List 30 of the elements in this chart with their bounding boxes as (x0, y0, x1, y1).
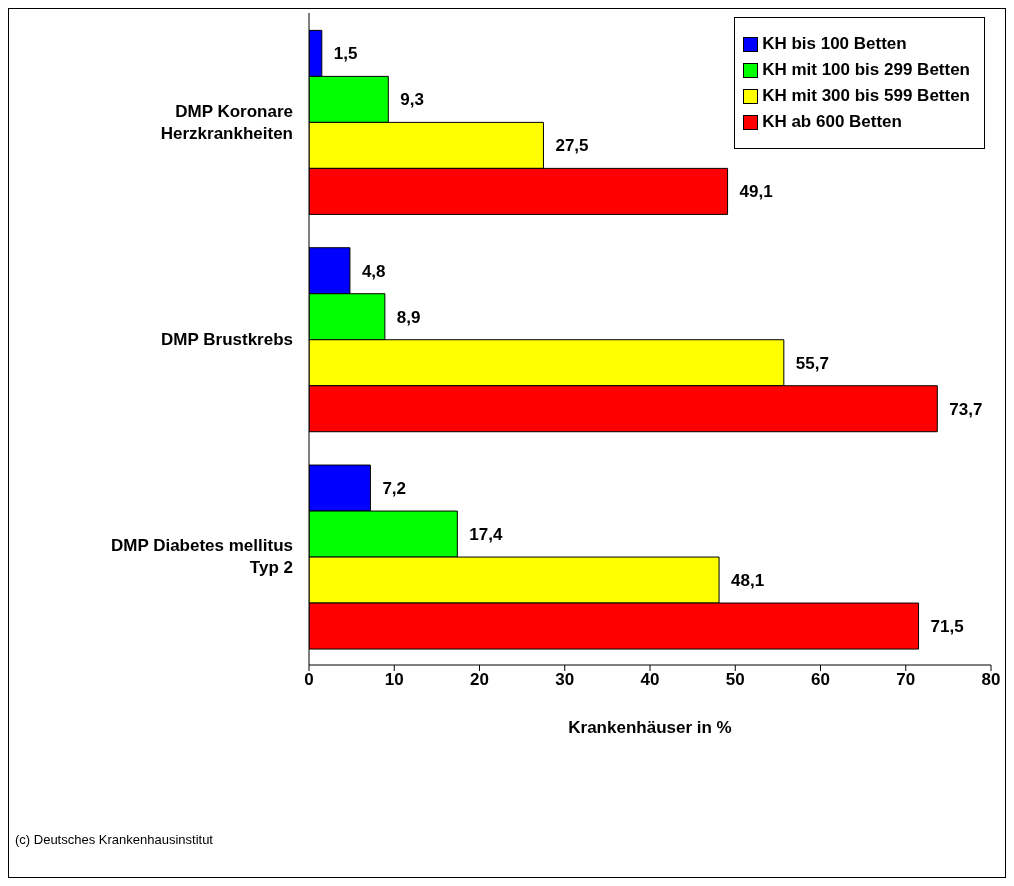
data-label: 17,4 (469, 525, 503, 545)
y-tick-label: DMP Koronare Herzkrankheiten (160, 101, 293, 143)
data-label: 4,8 (361, 261, 386, 281)
data-label: 9,3 (400, 90, 424, 110)
legend-label: KH mit 300 bis 599 Betten (762, 86, 970, 106)
data-label: 49,1 (739, 182, 773, 202)
data-label: 73,7 (949, 399, 983, 419)
data-label: 71,5 (930, 617, 964, 637)
y-tick-label: DMP Brustkrebs (161, 329, 293, 349)
x-tick-label: 60 (811, 670, 830, 690)
x-tick-label: 0 (304, 670, 314, 690)
x-tick-label: 40 (640, 670, 660, 690)
x-axis-title: Krankenhäuser in % (568, 718, 732, 737)
x-tick-label: 30 (555, 670, 575, 690)
legend-label: KH mit 100 bis 299 Betten (762, 60, 970, 80)
x-tick-label: 50 (725, 670, 745, 690)
data-label: 1,5 (333, 44, 358, 64)
data-label: 48,1 (731, 571, 765, 591)
x-tick-label: 70 (896, 670, 916, 690)
data-label: 27,5 (555, 136, 589, 156)
data-label: 55,7 (795, 353, 829, 373)
data-label: 7,2 (382, 479, 407, 499)
text: (c) Deutsches Krankenhausinstitut (15, 832, 213, 847)
legend-label: KH bis 100 Betten (762, 34, 907, 54)
y-tick-label: DMP Diabetes mellitus Typ 2 (110, 535, 293, 577)
data-label: 8,9 (396, 307, 421, 327)
legend-label: KH ab 600 Betten (762, 112, 902, 132)
x-tick-label: 20 (470, 670, 489, 690)
x-tick-label: 80 (981, 670, 1001, 690)
x-tick-label: 10 (384, 670, 404, 690)
